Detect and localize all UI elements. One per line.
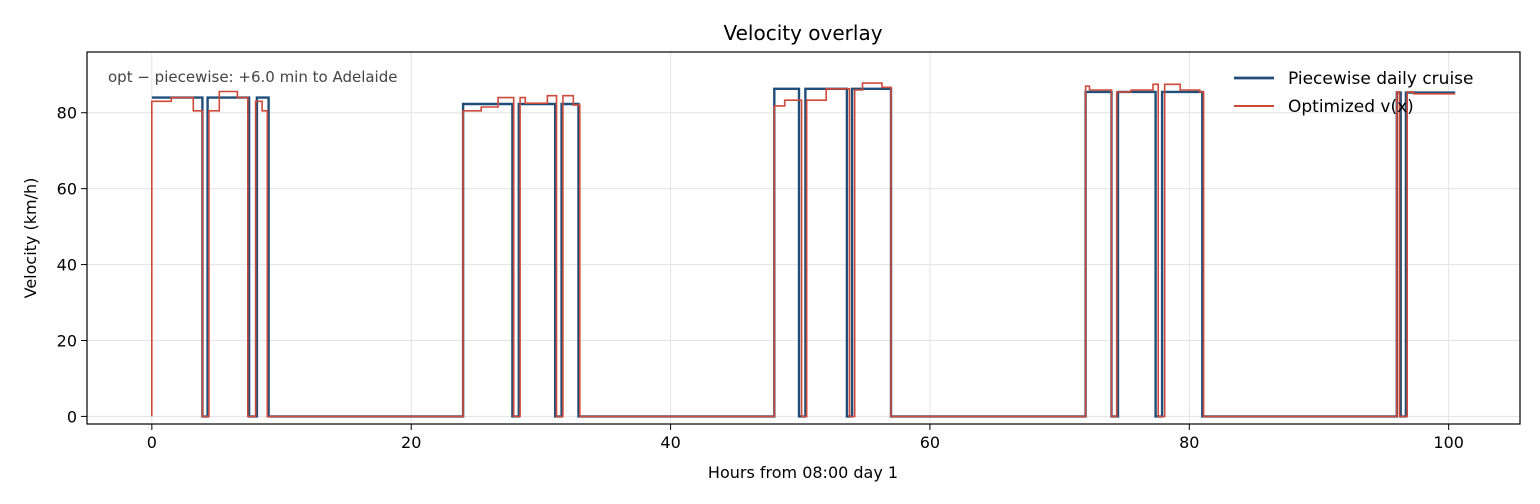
optimized-velocity-line (151, 82, 1456, 418)
x-axis-label: Hours from 08:00 day 1 (708, 463, 898, 482)
chart-title: Velocity overlay (723, 21, 882, 45)
y-tick-label: 80 (57, 104, 77, 123)
y-tick-label: 60 (57, 180, 77, 199)
legend: Piecewise daily cruise Optimized v(x) (1234, 69, 1473, 117)
series-lines (151, 82, 1456, 418)
y-axis-label: Velocity (km/h) (21, 178, 40, 299)
y-tick-label: 40 (57, 256, 77, 275)
y-tick-label: 20 (57, 331, 77, 350)
x-tick-label: 20 (401, 433, 421, 452)
x-tick-label: 100 (1433, 433, 1464, 452)
x-tick-label: 60 (920, 433, 940, 452)
legend-label-optimized: Optimized v(x) (1288, 97, 1414, 117)
y-tick-label: 0 (67, 407, 77, 426)
axis-ticks: 0 20 40 60 80 100 0 20 40 60 80 (57, 104, 1464, 452)
x-tick-label: 80 (1179, 433, 1199, 452)
plot-frame (86, 51, 1521, 425)
x-tick-label: 0 (147, 433, 157, 452)
difference-annotation: opt − piecewise: +6.0 min to Adelaide (108, 68, 397, 86)
legend-label-piecewise: Piecewise daily cruise (1288, 69, 1473, 89)
x-tick-label: 40 (660, 433, 680, 452)
